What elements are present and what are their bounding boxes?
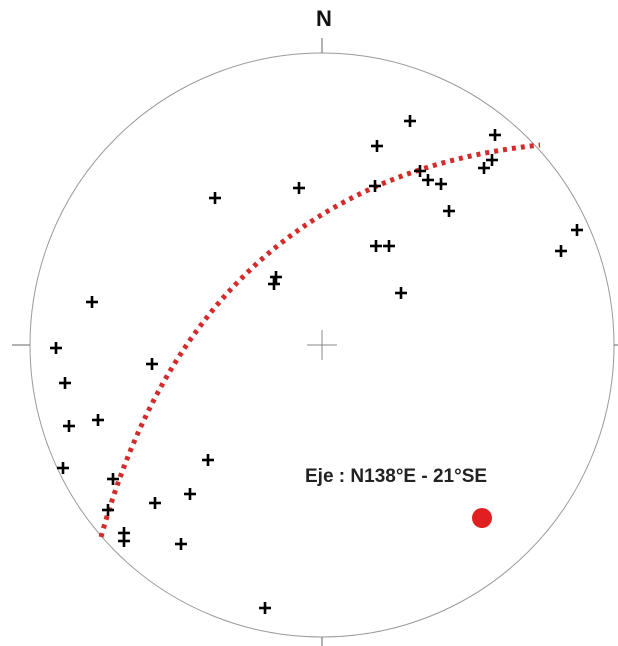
pole-marker <box>268 278 280 290</box>
pole-marker <box>118 535 130 547</box>
pole-marker <box>259 602 271 614</box>
pole-marker <box>383 240 395 252</box>
pole-marker <box>50 342 62 354</box>
pole-marker <box>209 192 221 204</box>
pole-marker <box>149 497 161 509</box>
pole-marker <box>63 420 75 432</box>
pole-marker <box>270 271 282 283</box>
pole-marker <box>59 377 71 389</box>
pole-marker <box>370 240 382 252</box>
pole-marker <box>395 287 407 299</box>
pole-marker <box>422 174 434 186</box>
pole-marker <box>571 224 583 236</box>
great-circle <box>98 142 541 538</box>
fold-axis-point <box>472 508 492 528</box>
pole-marker <box>102 504 114 516</box>
pole-marker <box>184 488 196 500</box>
pole-marker <box>435 178 447 190</box>
north-label: N <box>316 6 332 31</box>
pole-marker <box>371 140 383 152</box>
pole-marker <box>369 180 381 192</box>
poles-group <box>50 115 583 614</box>
pole-marker <box>486 154 498 166</box>
pole-marker <box>443 205 455 217</box>
pole-marker <box>146 358 158 370</box>
pole-marker <box>107 473 119 485</box>
pole-marker <box>414 165 426 177</box>
pole-marker <box>92 414 104 426</box>
pole-marker <box>478 162 490 174</box>
pole-marker <box>489 129 501 141</box>
pole-marker <box>555 245 567 257</box>
pole-marker <box>293 182 305 194</box>
pole-marker <box>57 462 69 474</box>
pole-marker <box>404 115 416 127</box>
pole-marker <box>86 296 98 308</box>
pole-marker <box>202 454 214 466</box>
pole-marker <box>175 538 187 550</box>
fold-axis-label: Eje : N138°E - 21°SE <box>305 466 488 487</box>
